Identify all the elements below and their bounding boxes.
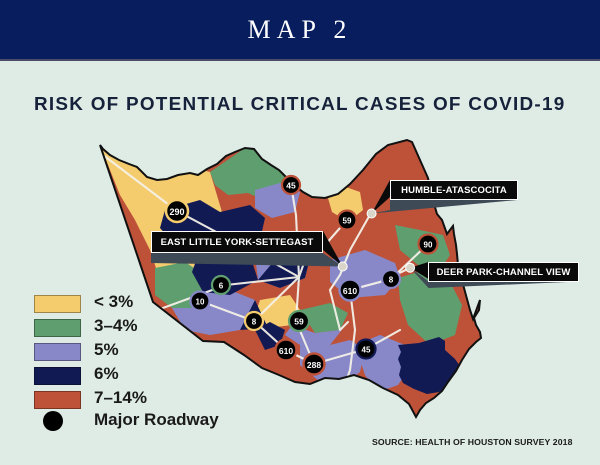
svg-text:8: 8 <box>252 318 257 327</box>
svg-text:610: 610 <box>279 346 293 356</box>
svg-text:59: 59 <box>294 317 304 327</box>
svg-text:288: 288 <box>307 360 321 370</box>
svg-text:45: 45 <box>362 346 371 355</box>
svg-text:45: 45 <box>286 181 296 191</box>
svg-text:90: 90 <box>424 241 433 250</box>
svg-text:290: 290 <box>169 207 184 217</box>
svg-text:8: 8 <box>389 276 394 285</box>
svg-text:59: 59 <box>343 217 352 226</box>
svg-text:6: 6 <box>219 282 224 291</box>
svg-text:610: 610 <box>343 286 357 296</box>
